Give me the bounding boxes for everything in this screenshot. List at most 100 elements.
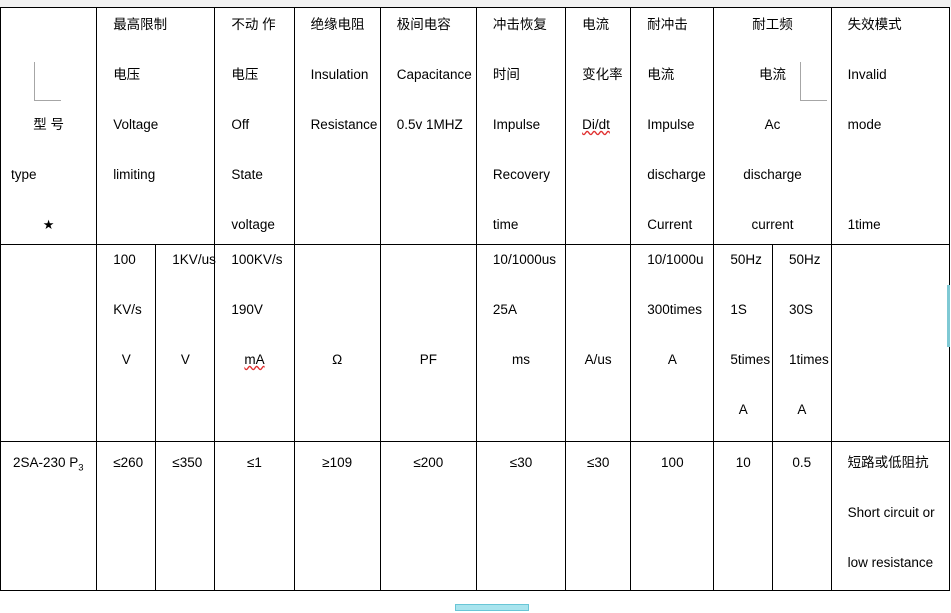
data-cell-capacitance: ≤200 <box>379 441 477 591</box>
off-state-line-2: 电压 <box>231 67 259 82</box>
lv-b-unit-3: V <box>180 352 190 367</box>
insulation-unit-3: Ω <box>332 352 343 367</box>
off-state-unit-1: 100KV/s <box>231 252 283 267</box>
didt-unit-3: A/us <box>584 352 612 367</box>
ac-discharge-line-4: discharge <box>743 167 802 182</box>
lv-b-value: ≤350 <box>172 455 203 470</box>
units-cell-current-didt: A/us <box>565 244 632 442</box>
data-cell-impulse-recovery-time: ≤30 <box>475 441 567 591</box>
units-cell-limiting-voltage-a: 100 KV/s V <box>96 244 157 442</box>
didt-line-2: 变化率 <box>582 67 623 82</box>
ac-a-value: 10 <box>735 455 751 470</box>
ac-b-unit-2: 30S <box>789 302 814 317</box>
units-cell-insulation-resistance: Ω <box>293 244 381 442</box>
units-cell-impulse-recovery-time: 10/1000us 25A ms <box>475 244 567 442</box>
insulation-value: ≥109 <box>322 455 353 470</box>
ac-a-unit-3: 5times <box>730 352 771 367</box>
limiting-voltage-line-4: limiting <box>113 167 156 182</box>
data-cell-insulation-resistance: ≥109 <box>293 441 381 591</box>
capacitance-line-3: 0.5v 1MHZ <box>396 117 463 132</box>
ac-discharge-line-5: current <box>751 217 794 232</box>
impulse-discharge-line-4: discharge <box>647 167 706 182</box>
invalid-mode-line-5: 1time <box>847 217 881 232</box>
lv-a-unit-3: V <box>121 352 131 367</box>
type-header-star: ★ <box>42 217 55 232</box>
lv-b-unit-2 <box>162 303 208 353</box>
data-cell-type: 2SA-230 P3 <box>0 441 98 591</box>
table-row: 2SA-230 P3 ≤260 ≤350 ≤1 ≥109 <box>0 441 951 591</box>
didt-unit-1 <box>572 253 624 303</box>
selection-handle-bottom[interactable] <box>455 604 529 611</box>
header-cell-type: 型 号 type ★ <box>0 7 98 245</box>
impulse-discharge-value: 100 <box>661 455 684 470</box>
top-gray-band <box>0 0 951 7</box>
type-header-line-3: 型 号 <box>33 117 64 132</box>
capacitance-line-2: Capacitance <box>396 67 472 82</box>
ac-b-unit-1: 50Hz <box>789 252 821 267</box>
off-state-unit-2: 190V <box>231 302 263 317</box>
header-cell-impulse-recovery-time: 冲击恢复 时间 Impulse Recovery time <box>475 7 567 245</box>
off-state-line-5: voltage <box>231 217 275 232</box>
limiting-voltage-line-2: 电压 <box>113 67 141 82</box>
header-cell-impulse-discharge-current: 耐冲击 电流 Impulse discharge Current <box>630 7 715 245</box>
impulse-discharge-unit-2: 300times <box>647 302 703 317</box>
didt-value: ≤30 <box>586 455 610 470</box>
data-cell-off-state-voltage: ≤1 <box>214 441 295 591</box>
table-units-row: 100 KV/s V 1KV/us V 100KV/s 190V mA <box>0 244 951 442</box>
impulse-recovery-line-2: 时间 <box>492 67 520 82</box>
invalid-mode-value-2: Short circuit or <box>847 505 935 520</box>
invalid-mode-line-3: mode <box>847 117 882 132</box>
data-cell-ac-discharge-b: 0.5 <box>772 441 832 591</box>
impulse-recovery-line-4: Recovery <box>492 167 550 182</box>
ac-discharge-line-3: Ac <box>764 117 781 132</box>
data-cell-current-didt: ≤30 <box>565 441 632 591</box>
invalid-mode-line-1: 失效模式 <box>847 17 902 32</box>
off-state-value: ≤1 <box>247 455 262 470</box>
table-header-row: 型 号 type ★ 最高限制 电压 Voltage limiting 不动 作… <box>0 7 951 245</box>
type-header-line-2 <box>7 68 90 118</box>
didt-line-3: Di/dt <box>582 117 610 132</box>
spec-sheet: 型 号 type ★ 最高限制 电压 Voltage limiting 不动 作… <box>0 7 951 591</box>
capacitance-unit-1 <box>387 253 470 303</box>
invalid-mode-value-1: 短路或低阻抗 <box>847 455 929 470</box>
data-cell-ac-discharge-a: 10 <box>713 441 774 591</box>
impulse-discharge-line-2: 电流 <box>647 67 675 82</box>
units-cell-limiting-voltage-b: 1KV/us V <box>155 244 216 442</box>
impulse-discharge-line-1: 耐冲击 <box>647 17 688 32</box>
model-number-subscript: 3 <box>78 462 84 474</box>
insulation-unit-1 <box>301 253 374 303</box>
header-cell-off-state-voltage: 不动 作 电压 Off State voltage <box>214 7 295 245</box>
units-cell-invalid-mode <box>830 244 951 442</box>
impulse-discharge-line-5: Current <box>647 217 693 232</box>
didt-line-1: 电流 <box>582 17 610 32</box>
off-state-line-4: State <box>231 167 263 182</box>
model-number: 2SA-230 P3 <box>7 456 90 473</box>
invalid-mode-line-4 <box>838 168 943 218</box>
lv-b-unit-1: 1KV/us <box>172 252 216 267</box>
scroll-indicator-right[interactable] <box>947 285 950 347</box>
header-cell-invalid-mode: 失效模式 Invalid mode 1time <box>830 7 951 245</box>
specification-table: 型 号 type ★ 最高限制 电压 Voltage limiting 不动 作… <box>0 7 951 591</box>
off-state-line-3: Off <box>231 117 250 132</box>
units-cell-ac-discharge-b: 50Hz 30S 1times A <box>772 244 832 442</box>
data-cell-invalid-mode: 短路或低阻抗 Short circuit or low resistance <box>830 441 951 591</box>
off-state-line-1: 不动 作 <box>231 17 276 32</box>
insulation-line-3: Resistance <box>310 117 378 132</box>
off-state-unit-3: mA <box>244 352 265 367</box>
ac-a-unit-4: A <box>738 402 748 417</box>
impulse-recovery-unit-3: ms <box>512 352 531 367</box>
limiting-voltage-line-1: 最高限制 <box>113 17 168 32</box>
impulse-recovery-unit-2: 25A <box>492 302 517 317</box>
insulation-unit-2 <box>301 303 374 353</box>
invalid-mode-line-2: Invalid <box>847 67 887 82</box>
impulse-recovery-line-3: Impulse <box>492 117 541 132</box>
data-cell-limiting-voltage-b: ≤350 <box>155 441 216 591</box>
insulation-line-2: Insulation <box>310 67 369 82</box>
lv-a-unit-1: 100 <box>113 252 136 267</box>
ac-b-unit-3: 1times <box>789 352 829 367</box>
impulse-discharge-unit-3: A <box>667 352 677 367</box>
units-cell-capacitance: PF <box>379 244 477 442</box>
ac-a-unit-2: 1S <box>730 302 747 317</box>
impulse-discharge-line-3: Impulse <box>647 117 695 132</box>
limiting-voltage-line-3: Voltage <box>113 117 159 132</box>
